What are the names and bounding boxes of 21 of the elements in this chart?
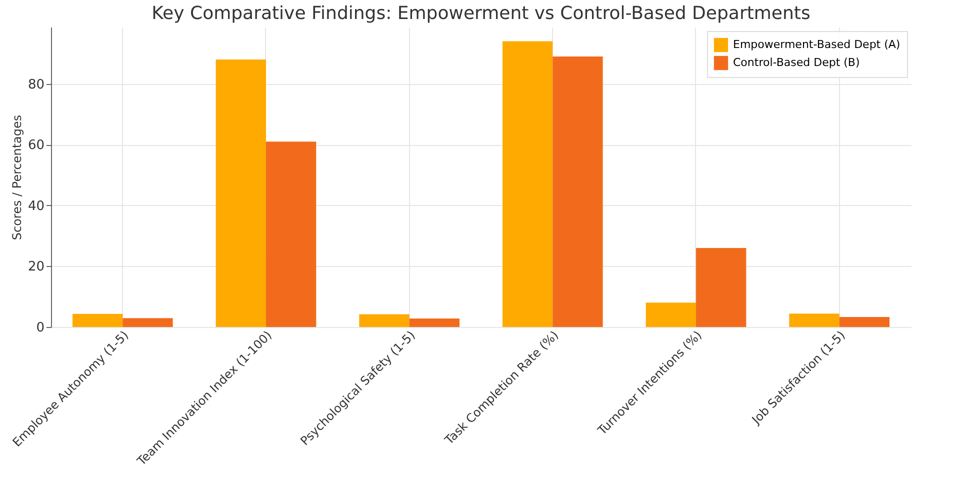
bar — [502, 41, 553, 327]
bar — [216, 60, 266, 327]
bar — [409, 318, 460, 327]
bar — [72, 314, 123, 327]
bar — [646, 302, 696, 327]
bar — [839, 316, 890, 327]
y-axis-title: Scores / Percentages — [10, 114, 24, 240]
legend-label: Empowerment-Based Dept (A) — [733, 38, 900, 51]
bar — [789, 314, 840, 327]
y-tick-label: 80 — [28, 77, 44, 92]
bar — [696, 248, 746, 327]
y-tick-label: 40 — [28, 198, 44, 214]
bar — [552, 56, 603, 327]
legend-label: Control-Based Dept (B) — [733, 56, 860, 69]
y-tick-label: 60 — [28, 138, 44, 154]
bar — [122, 318, 173, 327]
y-tick-label: 20 — [28, 260, 44, 275]
bar — [266, 142, 316, 327]
bar — [359, 314, 410, 327]
y-tick-label: 0 — [36, 320, 44, 336]
chart-title: Key Comparative Findings: Empowerment vs Control-Based Departments — [152, 3, 810, 24]
